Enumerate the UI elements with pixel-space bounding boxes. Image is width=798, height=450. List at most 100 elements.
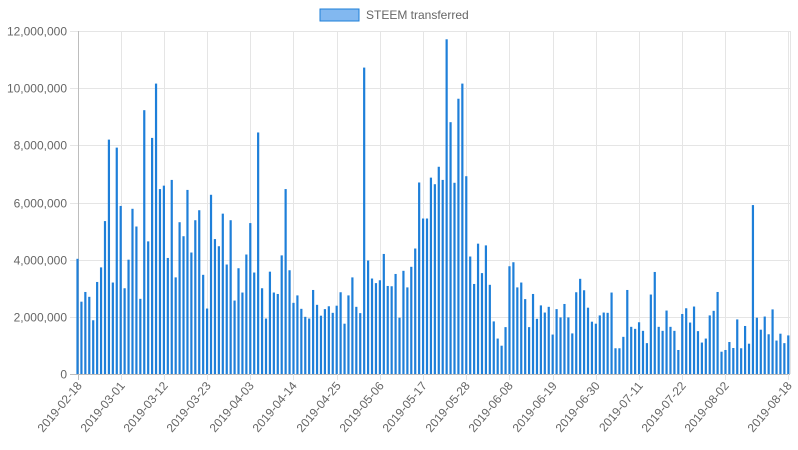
bar[interactable] — [783, 343, 786, 374]
bar[interactable] — [323, 309, 326, 374]
bar[interactable] — [135, 226, 138, 374]
bar[interactable] — [736, 319, 739, 374]
bar[interactable] — [257, 132, 260, 374]
bar[interactable] — [84, 291, 87, 374]
bar[interactable] — [92, 320, 95, 374]
bar[interactable] — [205, 308, 209, 374]
bar[interactable] — [528, 327, 531, 374]
bar[interactable] — [579, 278, 582, 374]
bar[interactable] — [276, 293, 279, 374]
bar[interactable] — [225, 264, 228, 374]
bar[interactable] — [657, 326, 660, 374]
bar[interactable] — [319, 315, 323, 374]
bar[interactable] — [154, 83, 158, 374]
bar[interactable] — [692, 306, 696, 374]
bar[interactable] — [551, 334, 554, 374]
bar[interactable] — [437, 166, 440, 374]
bar[interactable] — [343, 323, 346, 374]
bar[interactable] — [119, 205, 122, 374]
bar[interactable] — [76, 258, 79, 374]
bar[interactable] — [465, 176, 468, 374]
bar[interactable] — [139, 298, 142, 374]
bar[interactable] — [637, 322, 641, 374]
bar[interactable] — [209, 194, 213, 374]
bar[interactable] — [759, 329, 762, 374]
bar[interactable] — [143, 110, 146, 375]
bar[interactable] — [284, 189, 287, 374]
bar[interactable] — [237, 268, 240, 374]
bar[interactable] — [194, 220, 197, 374]
bar[interactable] — [508, 266, 511, 374]
bar[interactable] — [414, 248, 417, 374]
bar[interactable] — [331, 312, 334, 374]
bar[interactable] — [524, 299, 527, 374]
bar[interactable] — [755, 317, 758, 374]
bar[interactable] — [162, 185, 165, 374]
bar[interactable] — [308, 318, 311, 374]
bar[interactable] — [264, 318, 268, 374]
bar[interactable] — [547, 306, 550, 374]
bar[interactable] — [539, 305, 542, 374]
bar[interactable] — [453, 182, 456, 374]
bar[interactable] — [649, 294, 652, 374]
bar[interactable] — [457, 98, 460, 375]
bar[interactable] — [359, 313, 362, 374]
bar[interactable] — [374, 283, 378, 374]
bar[interactable] — [327, 306, 330, 374]
bar[interactable] — [476, 243, 480, 374]
bar[interactable] — [531, 293, 535, 374]
bar[interactable] — [421, 218, 425, 374]
bar[interactable] — [641, 330, 645, 374]
bar[interactable] — [335, 305, 338, 374]
bar[interactable] — [107, 139, 111, 374]
bar[interactable] — [123, 288, 126, 374]
bar[interactable] — [708, 315, 711, 374]
bar[interactable] — [398, 317, 401, 374]
bar[interactable] — [473, 283, 476, 374]
bar[interactable] — [516, 287, 519, 374]
bar[interactable] — [390, 286, 393, 374]
bar[interactable] — [653, 271, 656, 374]
bar[interactable] — [469, 256, 472, 374]
bar[interactable] — [673, 330, 676, 374]
bar[interactable] — [728, 341, 731, 374]
bar[interactable] — [512, 262, 515, 374]
bar[interactable] — [492, 321, 495, 374]
bar[interactable] — [571, 333, 574, 374]
bar[interactable] — [488, 284, 491, 374]
bar[interactable] — [500, 345, 503, 374]
bar[interactable] — [127, 259, 130, 374]
bar[interactable] — [280, 255, 283, 374]
bar[interactable] — [425, 218, 429, 374]
bar[interactable] — [410, 266, 413, 374]
bar[interactable] — [590, 321, 594, 374]
bar[interactable] — [386, 285, 389, 374]
bar[interactable] — [186, 189, 189, 374]
bar[interactable] — [535, 318, 539, 374]
bar[interactable] — [614, 348, 617, 374]
bar[interactable] — [712, 310, 715, 374]
bar[interactable] — [351, 277, 354, 374]
bar[interactable] — [198, 210, 201, 374]
bar[interactable] — [747, 343, 751, 374]
bar[interactable] — [743, 325, 747, 374]
bar[interactable] — [567, 317, 570, 374]
bar[interactable] — [441, 179, 444, 374]
bar[interactable] — [99, 267, 103, 374]
bar[interactable] — [681, 313, 684, 374]
bar[interactable] — [606, 312, 609, 374]
bar[interactable] — [288, 270, 291, 374]
bar[interactable] — [504, 327, 507, 374]
bar[interactable] — [618, 348, 621, 374]
bar[interactable] — [213, 239, 217, 374]
bar[interactable] — [779, 333, 782, 374]
bar[interactable] — [602, 312, 605, 374]
bar[interactable] — [661, 330, 664, 374]
bar[interactable] — [763, 316, 766, 374]
bar[interactable] — [158, 189, 162, 374]
bar[interactable] — [720, 351, 723, 374]
bar[interactable] — [182, 236, 185, 374]
bar[interactable] — [732, 347, 735, 374]
bar[interactable] — [382, 253, 385, 374]
bar[interactable] — [249, 223, 252, 374]
